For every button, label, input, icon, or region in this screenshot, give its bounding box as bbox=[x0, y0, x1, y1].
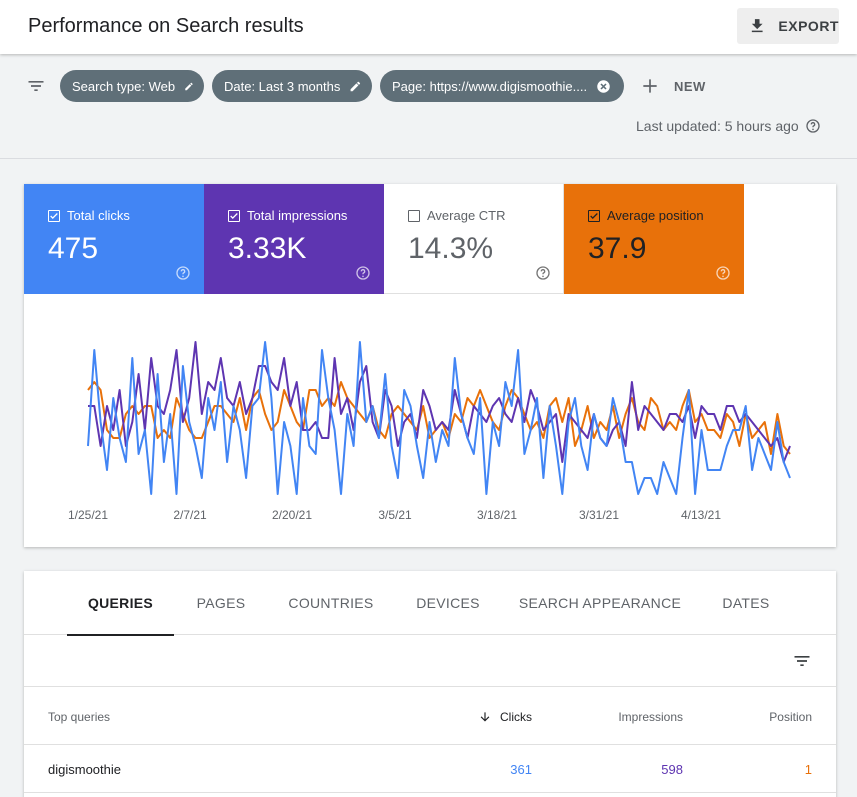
x-tick-label: 3/18/21 bbox=[477, 508, 517, 522]
cell-impressions: 598 bbox=[661, 762, 683, 777]
metric-label: Average position bbox=[607, 208, 704, 223]
tab-dates[interactable]: DATES bbox=[722, 595, 770, 611]
page-title: Performance on Search results bbox=[28, 15, 304, 37]
cell-position: 1 bbox=[804, 762, 812, 777]
performance-card: Total clicks 475 Total impressions 3.33K… bbox=[24, 184, 836, 547]
filter-icon[interactable] bbox=[26, 76, 46, 96]
x-tick-label: 2/7/21 bbox=[173, 508, 207, 522]
last-updated: Last updated: 5 hours ago bbox=[636, 118, 821, 134]
chart-svg[interactable]: 1/25/21 2/7/21 2/20/21 3/5/21 3/18/21 3/31/21… bbox=[24, 294, 836, 547]
plus-icon bbox=[643, 79, 657, 93]
filter-rows-icon[interactable] bbox=[792, 651, 812, 671]
help-icon[interactable] bbox=[805, 118, 821, 134]
column-header-impressions[interactable]: Impressions bbox=[618, 710, 683, 724]
pencil-icon[interactable] bbox=[349, 79, 362, 94]
chip-label: Date: Last 3 months bbox=[224, 78, 341, 94]
metric-value: 14.3% bbox=[408, 232, 494, 265]
metric-total-impressions[interactable]: Total impressions 3.33K bbox=[204, 184, 384, 294]
cell-query: digismoothie bbox=[48, 762, 121, 777]
table-row[interactable]: digismoothie 361 598 1 bbox=[24, 745, 836, 793]
tab-devices[interactable]: DEVICES bbox=[416, 595, 480, 611]
close-circle-icon[interactable] bbox=[596, 79, 611, 94]
x-tick-label: 2/20/21 bbox=[272, 508, 312, 522]
x-tick-label: 3/5/21 bbox=[378, 508, 412, 522]
x-tick-label: 3/31/21 bbox=[579, 508, 619, 522]
help-icon[interactable] bbox=[175, 265, 191, 281]
metric-total-clicks[interactable]: Total clicks 475 bbox=[24, 184, 204, 294]
new-filter-label: NEW bbox=[674, 78, 706, 94]
metric-label: Total clicks bbox=[67, 208, 130, 223]
cell-clicks: 361 bbox=[510, 762, 532, 777]
metric-header: Average CTR bbox=[408, 208, 506, 223]
checkbox-unchecked-icon[interactable] bbox=[408, 209, 420, 222]
help-icon[interactable] bbox=[535, 265, 551, 281]
metric-value: 37.9 bbox=[588, 232, 647, 265]
tab-countries[interactable]: COUNTRIES bbox=[288, 595, 374, 611]
filter-bar: Search type: Web Date: Last 3 months Pag… bbox=[0, 54, 857, 159]
metric-header: Total impressions bbox=[228, 208, 347, 223]
checkbox-checked-icon[interactable] bbox=[228, 209, 240, 222]
x-tick-label: 4/13/21 bbox=[681, 508, 721, 522]
filter-chip-search-type[interactable]: Search type: Web bbox=[60, 70, 204, 102]
filter-chip-date[interactable]: Date: Last 3 months bbox=[212, 70, 372, 102]
data-table-card: QUERIES PAGES COUNTRIES DEVICES SEARCH A… bbox=[24, 571, 836, 797]
metric-label: Total impressions bbox=[247, 208, 348, 223]
pencil-icon[interactable] bbox=[184, 79, 194, 94]
performance-chart[interactable]: 1/25/21 2/7/21 2/20/21 3/5/21 3/18/21 3/31/21… bbox=[24, 294, 836, 547]
series-line-total-clicks[interactable] bbox=[87, 341, 791, 495]
checkbox-checked-icon[interactable] bbox=[588, 209, 600, 222]
checkbox-checked-icon[interactable] bbox=[48, 209, 60, 222]
download-icon bbox=[751, 19, 763, 33]
column-header-position[interactable]: Position bbox=[769, 710, 812, 724]
help-icon[interactable] bbox=[355, 265, 371, 281]
chip-label: Page: https://www.digismoothie.... bbox=[392, 78, 588, 94]
export-label: EXPORT bbox=[778, 18, 839, 34]
table-header: Top queries Clicks Impressions Position bbox=[24, 687, 836, 745]
table-toolbar bbox=[24, 635, 836, 687]
metric-value: 475 bbox=[48, 232, 99, 265]
tab-search-appearance[interactable]: SEARCH APPEARANCE bbox=[518, 595, 682, 611]
column-header-top-queries: Top queries bbox=[48, 710, 111, 724]
metric-label: Average CTR bbox=[427, 208, 506, 223]
metric-average-ctr[interactable]: Average CTR 14.3% bbox=[384, 184, 564, 294]
app-header: Performance on Search results EXPORT bbox=[0, 0, 857, 54]
column-header-label: Clicks bbox=[500, 710, 532, 724]
column-header-clicks[interactable]: Clicks bbox=[478, 710, 532, 724]
series-line-total-impressions[interactable] bbox=[88, 341, 791, 463]
chip-label: Search type: Web bbox=[72, 78, 176, 94]
last-updated-text: Last updated: 5 hours ago bbox=[636, 118, 799, 134]
metric-header: Total clicks bbox=[48, 208, 130, 223]
help-icon[interactable] bbox=[715, 265, 731, 281]
x-tick-label: 1/25/21 bbox=[68, 508, 108, 522]
metric-header: Average position bbox=[588, 208, 704, 223]
tab-pages[interactable]: PAGES bbox=[196, 595, 246, 611]
sort-down-arrow-icon bbox=[480, 712, 490, 722]
dimension-tabs: QUERIES PAGES COUNTRIES DEVICES SEARCH A… bbox=[24, 571, 836, 636]
metric-value: 3.33K bbox=[228, 232, 307, 265]
filter-chip-page[interactable]: Page: https://www.digismoothie.... bbox=[380, 70, 624, 102]
new-filter-button[interactable]: NEW bbox=[640, 72, 706, 100]
export-button[interactable]: EXPORT bbox=[737, 8, 839, 44]
metric-average-position[interactable]: Average position 37.9 bbox=[564, 184, 744, 294]
tab-queries[interactable]: QUERIES bbox=[67, 571, 174, 636]
